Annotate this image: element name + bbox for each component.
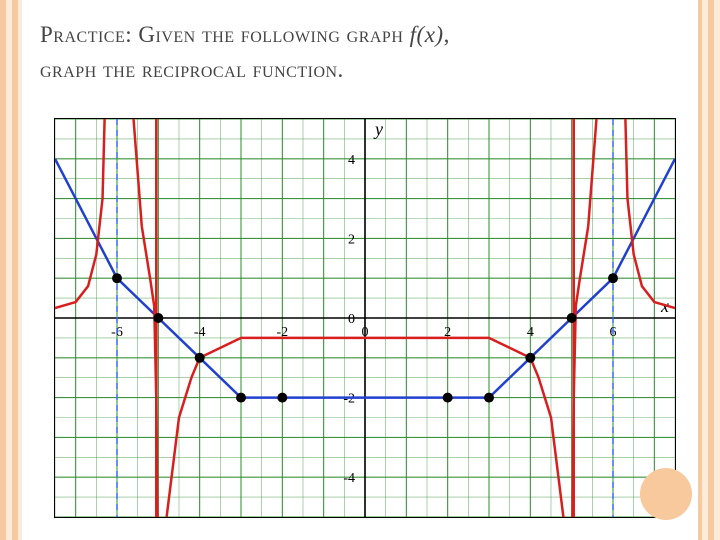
svg-text:-4: -4	[194, 325, 206, 340]
graph-area: -6-4-20246-4-2024xy	[54, 118, 676, 518]
title-line1a: Practice: Given the following graph	[40, 22, 410, 47]
svg-text:y: y	[373, 119, 383, 139]
graph-svg: -6-4-20246-4-2024xy	[55, 119, 675, 517]
svg-text:-4: -4	[343, 471, 355, 486]
svg-text:-2: -2	[343, 392, 355, 407]
svg-text:4: 4	[527, 325, 534, 340]
svg-text:0: 0	[348, 312, 355, 327]
title-fx: f(x)	[410, 22, 444, 47]
title-line2: graph the reciprocal function.	[40, 57, 344, 82]
decorative-circle	[640, 468, 692, 520]
svg-text:2: 2	[348, 232, 355, 247]
svg-text:4: 4	[348, 153, 355, 168]
slide-title: Practice: Given the following graph f(x)…	[40, 18, 680, 87]
title-line1b: ,	[444, 22, 450, 47]
